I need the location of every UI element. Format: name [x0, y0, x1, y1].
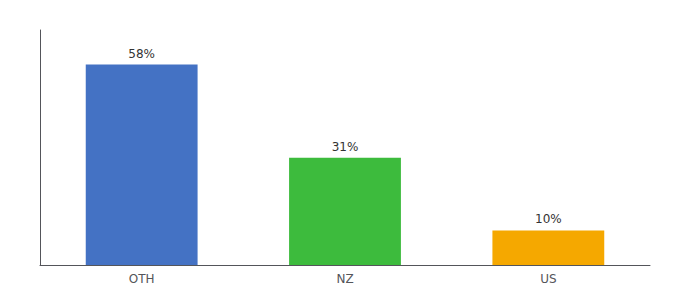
- svg-text:10%: 10%: [535, 212, 562, 226]
- svg-text:NZ: NZ: [336, 272, 353, 286]
- svg-text:OTH: OTH: [129, 272, 155, 286]
- svg-text:US: US: [540, 272, 556, 286]
- svg-text:58%: 58%: [128, 47, 155, 61]
- svg-text:31%: 31%: [332, 140, 359, 154]
